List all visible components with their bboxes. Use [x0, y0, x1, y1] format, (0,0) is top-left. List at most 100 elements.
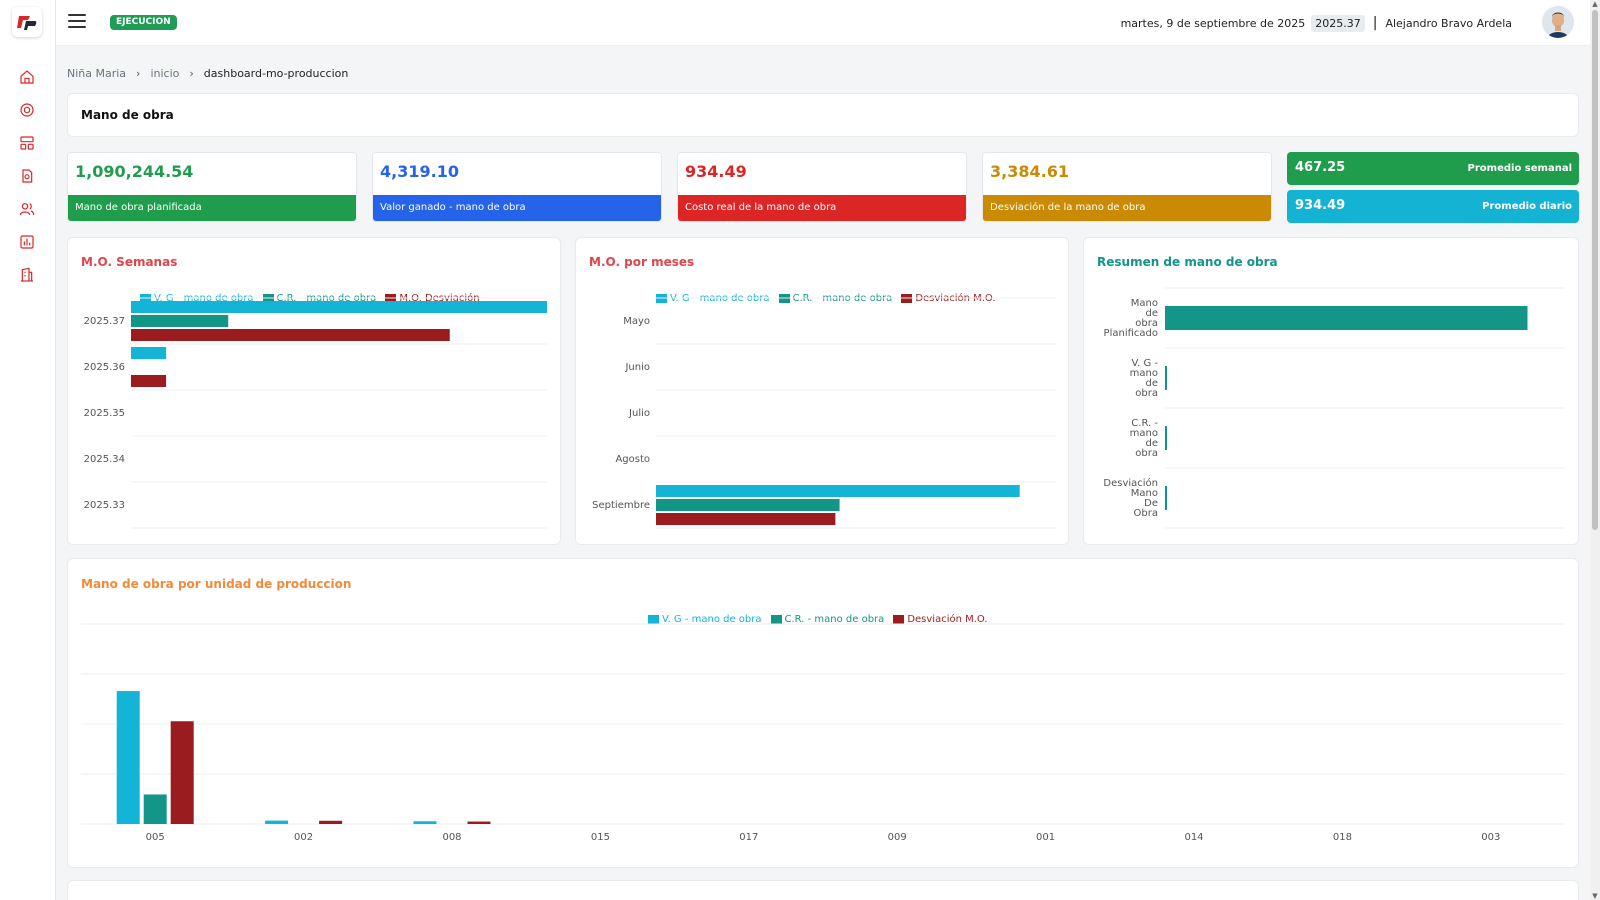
scroll-thumb[interactable] [1592, 10, 1598, 530]
bar-chart-icon[interactable] [17, 232, 37, 252]
page-title: Mano de obra [81, 108, 174, 122]
top-bar-info: martes, 9 de septiembre de 2025 2025.37 … [1121, 0, 1512, 46]
breadcrumb: Niña Maria › inicio › dashboard-mo-produ… [67, 67, 348, 80]
y-tick-label: 2025.37 [84, 316, 125, 327]
summary-chart-card: Resumen de mano de obra Mano de obra Planif… [1083, 237, 1579, 545]
scrollbar[interactable]: ▲ ▼ [1590, 0, 1600, 900]
current-date: martes, 9 de septiembre de 2025 [1120, 16, 1306, 30]
x-tick-label: 002 [294, 832, 313, 843]
y-tick-label: Junio [624, 362, 650, 373]
target-icon[interactable] [17, 100, 37, 120]
bar [143, 794, 167, 824]
bar [1165, 486, 1167, 510]
y-tick-label: C.R. -mano de obra [1130, 418, 1159, 459]
bar [116, 691, 140, 824]
chevron-right-icon: › [189, 67, 194, 80]
breadcrumb-item-inicio[interactable]: inicio [150, 67, 180, 80]
y-tick-label: Agosto [615, 454, 650, 465]
bar [413, 821, 437, 824]
x-tick-label: 005 [146, 832, 165, 843]
bar [131, 375, 167, 387]
bar [319, 820, 343, 824]
y-tick-label: 2025.33 [84, 500, 125, 511]
kpi-value: 3,384.61 [990, 162, 1069, 181]
units-chart: 005 002 008 015 017 009 001 014 018 003 [81, 623, 1565, 843]
bar [1165, 366, 1167, 390]
kpi-deviation: 3,384.61 Desviación de la mano de obra [982, 152, 1272, 222]
y-tick-label: 2025.36 [84, 362, 125, 373]
bar [265, 820, 289, 824]
units-chart-legend: V. G - mano de obra C.R. - mano de obra … [648, 614, 997, 625]
bar [467, 821, 491, 824]
weekly-average-card: 467.25 Promedio semanal [1287, 152, 1579, 185]
daily-average-value: 934.49 [1295, 198, 1346, 213]
user-name[interactable]: Alejandro Bravo Ardela [1385, 16, 1512, 30]
home-icon[interactable] [17, 67, 37, 87]
scroll-up-icon[interactable]: ▲ [1592, 0, 1598, 8]
y-tick-label: 2025.35 [84, 408, 125, 419]
week-badge: 2025.37 [1311, 14, 1365, 32]
y-tick-label: Mano de obra Planificado [1104, 298, 1158, 339]
legend-label: Desviación M.O. [907, 614, 988, 625]
bar [656, 513, 836, 525]
scroll-down-icon[interactable]: ▼ [1592, 892, 1598, 900]
building-icon[interactable] [17, 265, 37, 285]
kpi-earned-value: 4,319.10 Valor ganado - mano de obra [372, 152, 662, 222]
bar [131, 301, 547, 313]
bar [1165, 306, 1528, 330]
bar [131, 315, 229, 327]
kpi-planned-labor: 1,090,244.54 Mano de obra planificada [67, 152, 357, 222]
legend-swatch [893, 615, 905, 624]
x-tick-label: 017 [739, 832, 758, 843]
x-tick-label: 014 [1184, 832, 1203, 843]
kpi-label: Desviación de la mano de obra [983, 195, 1271, 221]
kpi-label: Costo real de la mano de obra [678, 195, 966, 221]
months-chart: Mayo Junio Julio Agosto Septiembre [592, 297, 1056, 529]
legend-item[interactable]: V. G - mano de obra [648, 614, 762, 625]
users-icon[interactable] [17, 199, 37, 219]
x-tick-label: 015 [591, 832, 610, 843]
y-tick-label: Septiembre [592, 500, 650, 511]
y-tick-label: Julio [628, 408, 650, 419]
weekly-average-label: Promedio semanal [1467, 163, 1572, 174]
bar [1165, 426, 1167, 450]
summary-chart: Mano de obra Planificado V. G -mano de obra C.R… [1103, 287, 1564, 529]
y-tick-label: V. G -mano de obra [1130, 358, 1159, 399]
status-badge: EJECUCION [110, 15, 177, 30]
logo-icon [17, 16, 37, 30]
legend-item[interactable]: Desviación M.O. [893, 614, 988, 625]
x-tick-label: 009 [888, 832, 907, 843]
x-tick-label: 018 [1333, 832, 1352, 843]
avatar[interactable] [1542, 6, 1574, 38]
months-chart-card: M.O. por meses V. G - mano de obra C.R. … [575, 237, 1069, 545]
kpi-value: 1,090,244.54 [75, 162, 194, 181]
weeks-chart: 2025.37 2025.36 2025.35 2025.34 2025.33 [84, 297, 547, 529]
menu-toggle-icon[interactable] [68, 14, 86, 32]
legend-item[interactable]: C.R. - mano de obra [770, 614, 885, 625]
chevron-right-icon: › [136, 67, 141, 80]
weeks-chart-title: M.O. Semanas [81, 255, 178, 269]
breadcrumb-item-project[interactable]: Niña Maria [67, 67, 127, 80]
legend-swatch [648, 615, 659, 624]
bar [656, 499, 840, 511]
units-chart-title: Mano de obra por unidad de produccion [81, 577, 352, 591]
breadcrumb-current: dashboard-mo-produccion [203, 67, 349, 80]
user-avatar-icon [1542, 6, 1574, 38]
app-logo[interactable] [12, 7, 42, 37]
bar [131, 329, 450, 341]
bar [131, 347, 167, 359]
weeks-chart-card: M.O. Semanas V. G - mano de obra C.R. - … [67, 237, 561, 545]
x-tick-label: 003 [1481, 832, 1500, 843]
units-chart-card: Mano de obra por unidad de produccion V.… [67, 558, 1579, 868]
layout-icon[interactable] [17, 133, 37, 153]
daily-average-label: Promedio diario [1482, 201, 1572, 212]
y-tick-label: Desviación Mano De Obra [1103, 477, 1158, 519]
separator: | [1372, 15, 1378, 31]
top-bar: EJECUCION martes, 9 de septiembre de 202… [56, 0, 1590, 46]
document-icon[interactable] [17, 166, 37, 186]
kpi-value: 934.49 [685, 162, 747, 181]
legend-label: C.R. - mano de obra [784, 614, 885, 625]
y-tick-label: 2025.34 [84, 454, 125, 465]
legend-label: V. G - mano de obra [662, 614, 762, 625]
summary-chart-title: Resumen de mano de obra [1097, 255, 1278, 269]
